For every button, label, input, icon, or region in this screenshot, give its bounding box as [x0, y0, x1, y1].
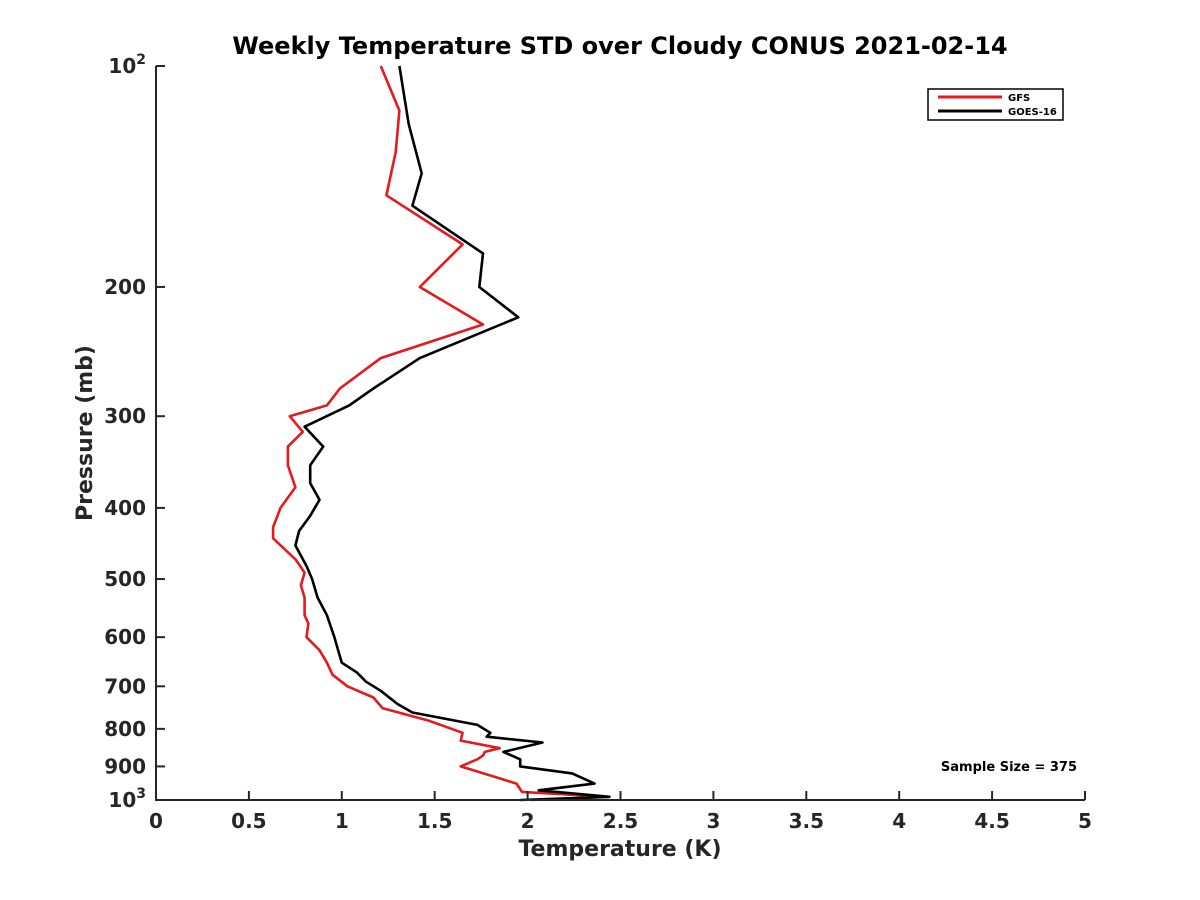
- x-tick-label: 4: [892, 809, 906, 833]
- x-tick-label: 1: [335, 809, 349, 833]
- series-line-goes16: [294, 65, 611, 802]
- x-tick-label: 3.5: [789, 809, 824, 833]
- y-tick-label: 500: [104, 567, 146, 591]
- series-line-gfs: [271, 65, 611, 802]
- x-axis-title: Temperature (K): [518, 837, 721, 862]
- y-tick-label: 102: [108, 52, 146, 78]
- y-tick-label: 200: [104, 275, 146, 299]
- y-tick-label: 600: [104, 625, 146, 649]
- y-tick-label: 900: [104, 754, 146, 778]
- series-layer: [271, 65, 611, 802]
- x-tick-label: 5: [1078, 809, 1092, 833]
- y-tick-label: 300: [104, 404, 146, 428]
- y-tick-label: 103: [108, 786, 146, 812]
- x-ticks: 0 0.5 1 1.5 2 2.5 3 3.5 4 4.5 5: [149, 791, 1092, 833]
- legend: GFS GOES-16: [927, 88, 1064, 121]
- y-tick-label: 400: [104, 496, 146, 520]
- legend-label-gfs: GFS: [1008, 93, 1030, 104]
- y-ticks: 102 200 300 400 500 600 700 800 900 103: [104, 52, 165, 812]
- legend-label-goes16: GOES-16: [1008, 107, 1057, 118]
- chart-title: Weekly Temperature STD over Cloudy CONUS…: [232, 32, 1007, 60]
- y-tick-label: 700: [104, 674, 146, 698]
- x-tick-label: 2: [521, 809, 535, 833]
- x-tick-label: 0: [149, 809, 163, 833]
- legend-box: [927, 88, 1064, 121]
- y-tick-label: 800: [104, 717, 146, 741]
- y-axis-title: Pressure (mb): [73, 345, 98, 521]
- x-tick-label: 3: [706, 809, 720, 833]
- x-tick-label: 1.5: [417, 809, 452, 833]
- x-tick-label: 0.5: [231, 809, 266, 833]
- sample-size-annotation: Sample Size = 375: [941, 760, 1077, 775]
- x-tick-label: 2.5: [603, 809, 638, 833]
- x-tick-label: 4.5: [974, 809, 1009, 833]
